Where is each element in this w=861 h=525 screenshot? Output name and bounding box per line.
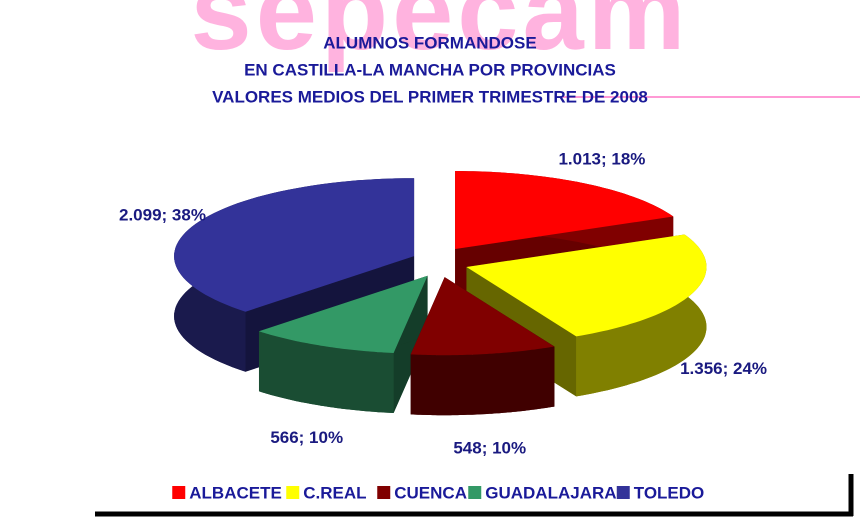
chart-title: EN CASTILLA-LA MANCHA POR PROVINCIAS [244, 60, 616, 79]
legend-label: ALBACETE [189, 483, 282, 502]
legend-swatch [468, 486, 482, 499]
data-label: 566; 10% [270, 428, 343, 447]
data-label: 2.099; 38% [119, 206, 206, 225]
slice-top [455, 171, 674, 250]
legend-swatch [377, 486, 391, 499]
legend-label: TOLEDO [634, 483, 705, 502]
pie-slice [258, 275, 428, 414]
legend-swatch [286, 486, 300, 499]
data-label: 1.013; 18% [558, 150, 645, 169]
slice-wall [576, 234, 707, 397]
chart-title: ALUMNOS FORMANDOSE [323, 33, 536, 52]
legend-swatch [616, 486, 630, 499]
slice-top [259, 275, 428, 353]
slice-top [410, 277, 555, 356]
data-label: 1.356; 24% [680, 359, 767, 378]
legend-swatch [172, 486, 186, 499]
chart-title: VALORES MEDIOS DEL PRIMER TRIMESTRE DE 2… [212, 87, 648, 106]
slice-wall [410, 346, 555, 416]
pie-slice [410, 277, 555, 416]
data-label: 548; 10% [453, 439, 526, 458]
slice-top [466, 234, 707, 337]
slice-top [174, 178, 415, 312]
slice-wall [259, 331, 394, 413]
watermark: sepecam [191, 0, 690, 73]
legend-label: GUADALAJARA [485, 483, 616, 502]
legend-label: C.REAL [303, 483, 366, 502]
legend: ALBACETE C.REAL CUENCA GUADALAJARA TOLEDO [172, 483, 704, 502]
legend-label: CUENCA [394, 483, 467, 502]
